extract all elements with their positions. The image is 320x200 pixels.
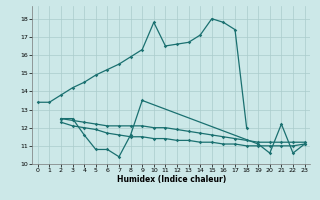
X-axis label: Humidex (Indice chaleur): Humidex (Indice chaleur) (116, 175, 226, 184)
